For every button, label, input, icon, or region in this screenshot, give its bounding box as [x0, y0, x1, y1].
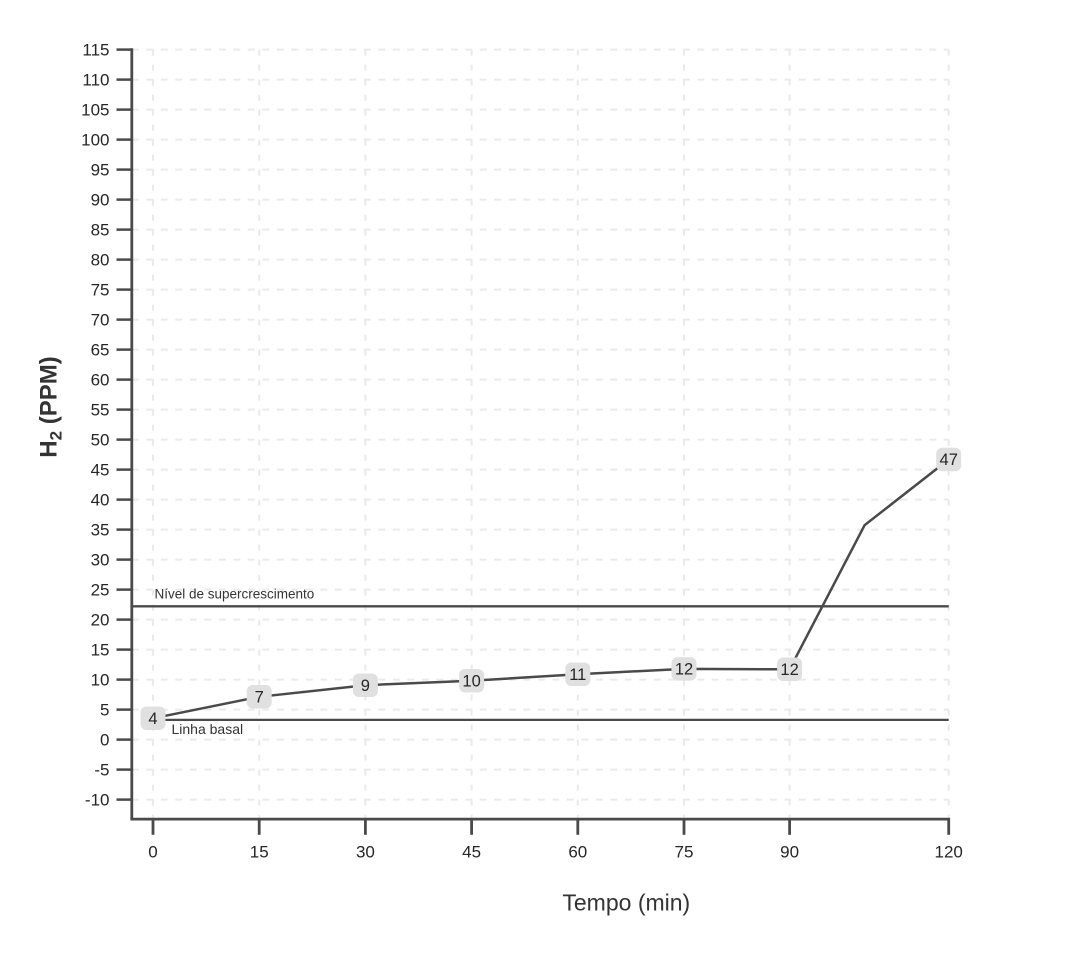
svg-text:105: 105: [81, 101, 109, 120]
svg-text:15: 15: [91, 641, 110, 660]
svg-text:Linha basal: Linha basal: [172, 721, 244, 737]
svg-text:47: 47: [940, 451, 958, 469]
svg-text:H2 (PPM): H2 (PPM): [36, 356, 66, 457]
svg-text:60: 60: [91, 371, 110, 390]
svg-text:75: 75: [675, 843, 694, 862]
svg-text:100: 100: [81, 131, 109, 150]
svg-text:10: 10: [462, 673, 480, 691]
svg-text:10: 10: [91, 671, 110, 690]
svg-text:45: 45: [91, 461, 110, 480]
svg-text:-5: -5: [94, 761, 109, 780]
svg-text:7: 7: [255, 689, 264, 707]
svg-text:9: 9: [361, 677, 370, 695]
svg-text:5: 5: [100, 701, 109, 720]
svg-text:15: 15: [250, 843, 269, 862]
svg-text:115: 115: [82, 41, 109, 60]
svg-text:30: 30: [91, 551, 110, 570]
svg-text:90: 90: [780, 843, 799, 862]
svg-text:55: 55: [91, 401, 110, 420]
svg-text:11: 11: [569, 666, 586, 684]
svg-text:Nível de supercrescimento: Nível de supercrescimento: [155, 587, 315, 602]
svg-text:20: 20: [91, 611, 110, 630]
svg-text:25: 25: [91, 581, 110, 600]
svg-text:50: 50: [91, 431, 110, 450]
svg-text:35: 35: [91, 521, 110, 540]
svg-text:90: 90: [91, 191, 110, 210]
svg-text:Tempo (min): Tempo (min): [562, 890, 690, 916]
svg-text:65: 65: [91, 341, 110, 360]
svg-text:12: 12: [780, 661, 798, 679]
svg-text:4: 4: [148, 710, 157, 728]
svg-text:85: 85: [91, 221, 110, 240]
svg-text:30: 30: [356, 843, 375, 862]
svg-text:75: 75: [91, 281, 110, 300]
svg-text:0: 0: [100, 731, 109, 750]
svg-text:12: 12: [675, 661, 693, 679]
svg-text:110: 110: [82, 71, 109, 90]
svg-text:60: 60: [568, 843, 587, 862]
svg-text:0: 0: [148, 843, 157, 862]
svg-text:45: 45: [462, 843, 481, 862]
svg-text:70: 70: [91, 311, 110, 330]
svg-text:40: 40: [91, 491, 110, 510]
svg-text:95: 95: [91, 161, 110, 180]
svg-text:-10: -10: [85, 791, 110, 810]
svg-text:120: 120: [935, 843, 963, 862]
svg-text:80: 80: [91, 251, 110, 270]
